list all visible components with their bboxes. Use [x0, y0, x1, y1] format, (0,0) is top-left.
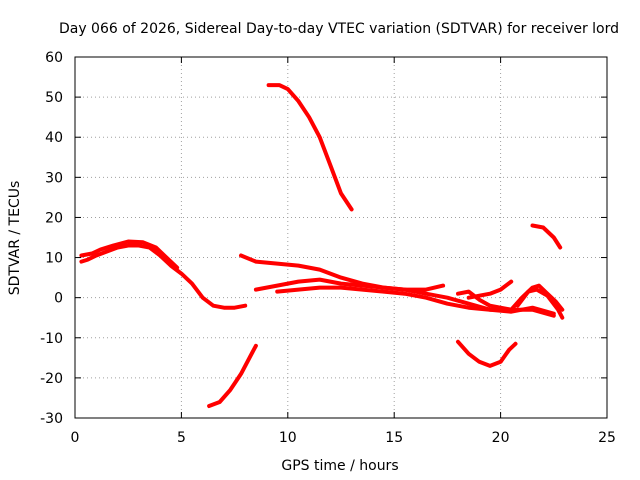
y-tick-label: 20 [45, 210, 63, 226]
y-tick-label: -30 [40, 411, 63, 427]
y-tick-label: 50 [45, 90, 63, 106]
series-track-9 [466, 279, 514, 300]
y-tick-label: -10 [40, 331, 63, 347]
y-tick-label: 10 [45, 251, 63, 267]
y-tick-label: -20 [40, 371, 63, 387]
plot-frame [74, 56, 608, 419]
x-tick-label: 10 [279, 430, 297, 446]
x-tick-label: 5 [177, 430, 186, 446]
series-track-1 [79, 243, 248, 310]
x-axis-tick-labels: 0 5 10 15 20 25 [71, 430, 616, 446]
x-tick-label: 20 [492, 430, 510, 446]
series-track-2 [79, 239, 180, 270]
y-tick-label: 0 [54, 291, 63, 307]
series-track-12 [530, 223, 563, 250]
series-track-8 [456, 289, 514, 312]
x-tick-label: 15 [385, 430, 403, 446]
series-track-11 [515, 287, 565, 320]
series-track-13 [456, 339, 518, 368]
chart-title: Day 066 of 2026, Sidereal Day-to-day VTE… [59, 21, 619, 37]
series-track-3 [207, 343, 258, 408]
data-series-layer [79, 83, 565, 408]
axis-ticks [74, 56, 608, 419]
y-axis-tick-labels: -30 -20 -10 0 10 20 30 40 50 60 [40, 50, 63, 427]
x-tick-label: 0 [71, 430, 80, 446]
series-track-4 [266, 83, 354, 212]
series-track-6 [253, 277, 446, 292]
x-axis-label: GPS time / hours [281, 458, 398, 474]
y-tick-label: 30 [45, 170, 63, 186]
y-axis-label: SDTVAR / TECUs [7, 181, 23, 296]
grid-lines [75, 57, 607, 418]
x-tick-label: 25 [598, 430, 616, 446]
y-tick-label: 60 [45, 50, 63, 66]
y-tick-label: 40 [45, 130, 63, 146]
